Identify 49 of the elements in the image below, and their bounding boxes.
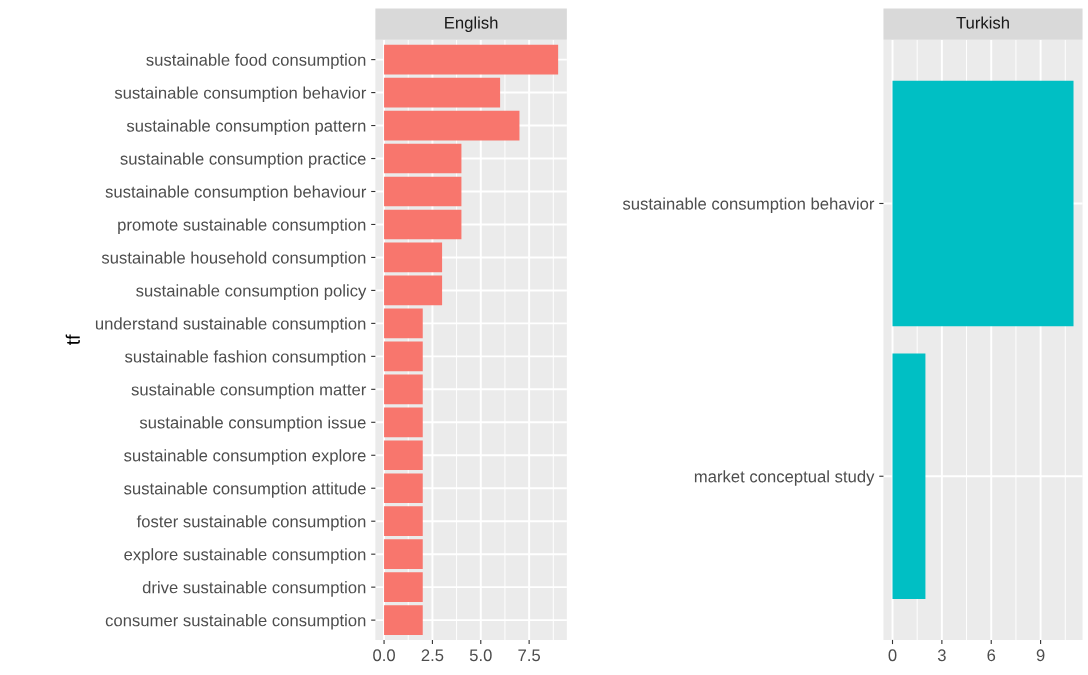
x-tick-label: 6	[987, 649, 996, 662]
chart-title: Turkish	[956, 16, 1009, 29]
bar	[384, 143, 462, 174]
y-tick-label: drive sustainable consumption	[142, 581, 366, 597]
y-tick-label: sustainable food consumption	[146, 53, 366, 70]
bar	[384, 440, 423, 471]
bar	[384, 341, 423, 372]
x-tick-label: 3	[937, 649, 946, 662]
y-tick-label: promote sustainable consumption	[118, 218, 366, 234]
y-tick-label: market conceptual study	[694, 470, 875, 486]
y-tick-label: understand sustainable consumption	[95, 317, 366, 333]
chart-title: English	[445, 16, 498, 32]
bar	[384, 44, 559, 75]
y-tick-label: consumer sustainable consumption	[105, 614, 366, 630]
y-tick-label: sustainable consumption attitude	[124, 482, 366, 498]
bar	[384, 176, 462, 207]
x-tick-label: 5.0	[469, 649, 492, 662]
bar	[384, 605, 423, 635]
y-tick-label: sustainable consumption pattern	[126, 119, 366, 136]
y-tick-label: foster sustainable consumption	[136, 515, 366, 531]
x-tick-label: 7.5	[518, 649, 541, 662]
bar	[384, 374, 423, 405]
y-tick-label: sustainable fashion consumption	[124, 350, 366, 366]
bar	[384, 308, 423, 339]
bar	[384, 77, 501, 108]
y-tick-label: sustainable consumption behavior	[114, 86, 367, 103]
bar	[384, 242, 443, 273]
y-tick-label: sustainable consumption behaviour	[105, 185, 367, 201]
y-tick-label: sustainable household consumption	[101, 251, 366, 267]
y-tick-label: explore sustainable consumption	[124, 548, 366, 564]
y-tick-label: sustainable consumption issue	[139, 416, 366, 432]
bar	[384, 506, 423, 537]
y-tick-label: sustainable consumption policy	[136, 284, 367, 300]
bar	[384, 473, 423, 504]
y-tick-label: sustainable consumption explore	[124, 449, 366, 465]
x-tick-label: 9	[1036, 649, 1045, 662]
bar	[384, 275, 443, 306]
y-tick-label: sustainable consumption behavior	[622, 197, 875, 213]
x-tick-label: 0.0	[373, 649, 395, 662]
bar	[384, 539, 423, 570]
bar	[384, 209, 462, 240]
bar	[384, 110, 520, 141]
y-tick-label: sustainable consumption matter	[131, 383, 367, 399]
x-tick-label: 2.5	[421, 649, 444, 662]
y-axis-title: tf	[65, 334, 80, 345]
bar	[384, 407, 423, 438]
bar	[384, 572, 423, 602]
y-tick-label: sustainable consumption practice	[120, 152, 366, 169]
x-tick-label: 0	[888, 649, 897, 662]
